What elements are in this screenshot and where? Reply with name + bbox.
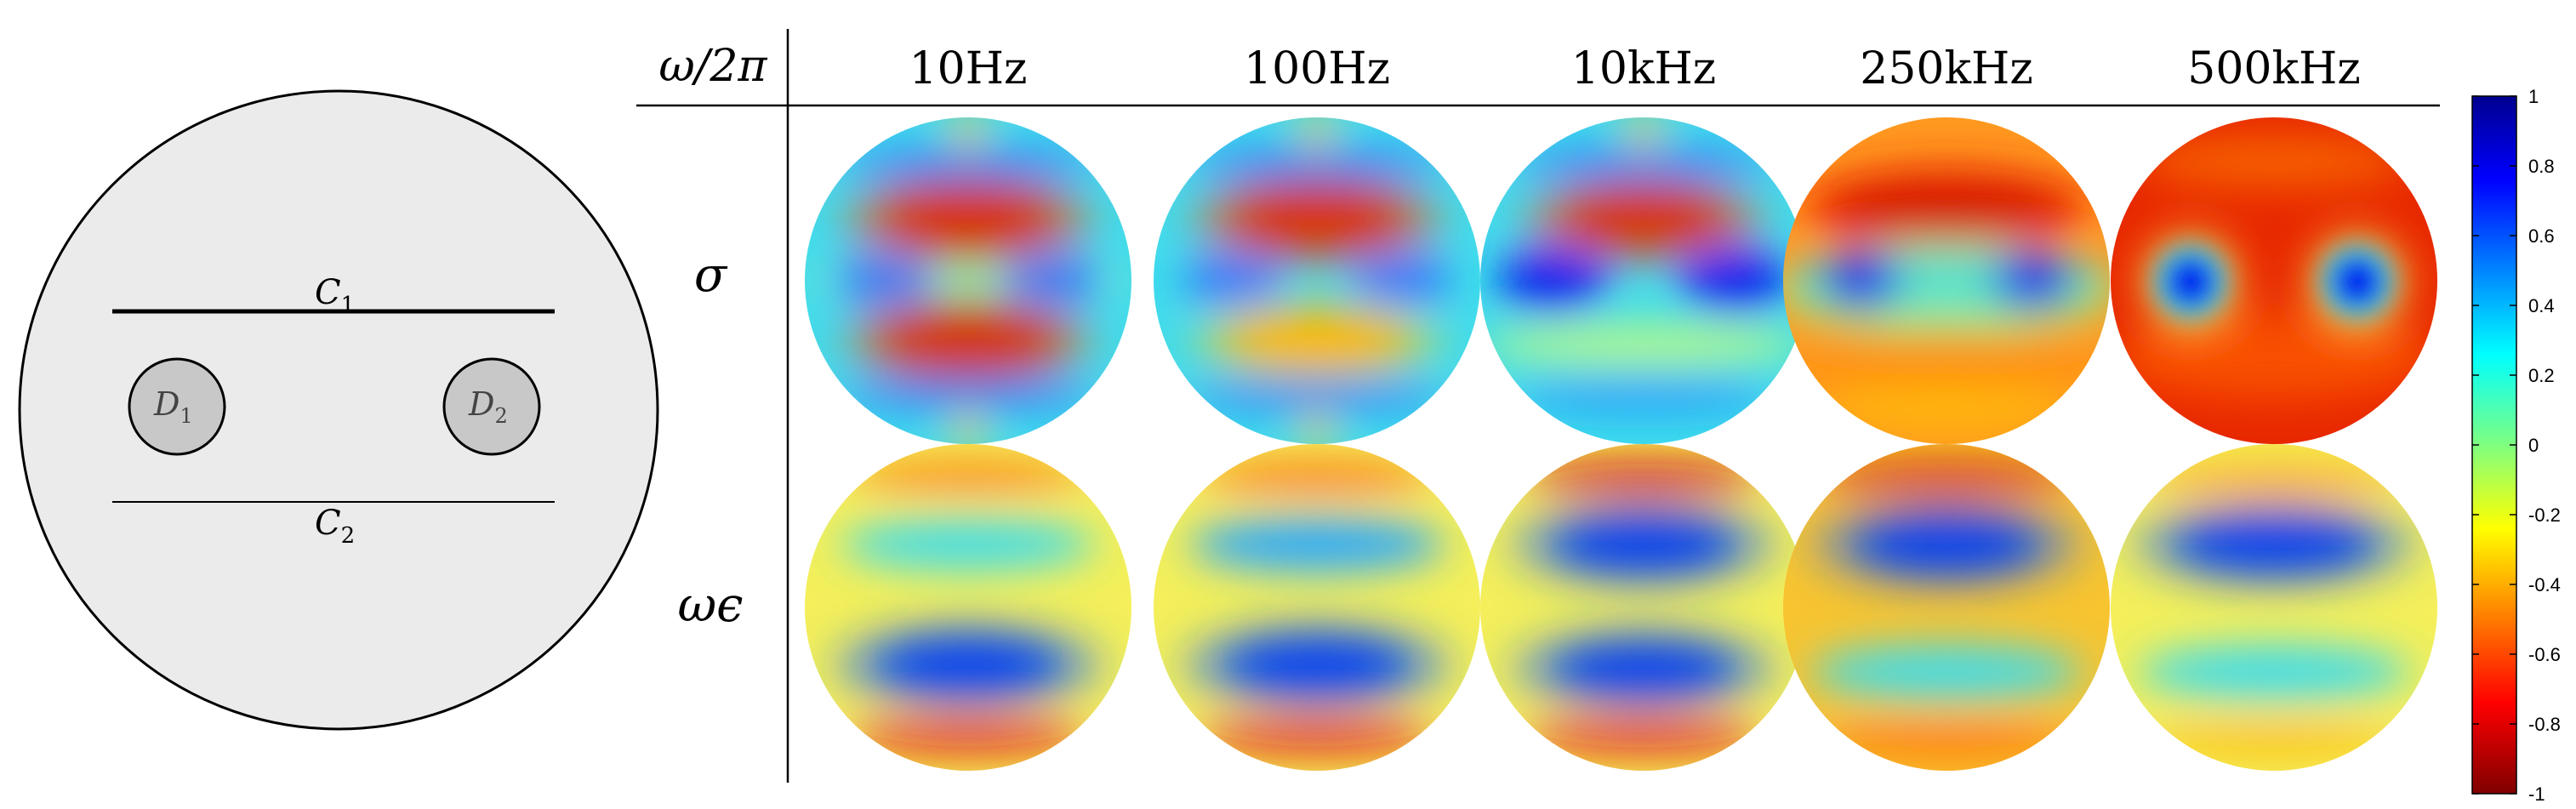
domain-disk — [18, 89, 659, 731]
reconstruction-omega-epsilon-100hz — [1154, 444, 1480, 771]
colorbar-tick-label: 0.8 — [2528, 156, 2555, 177]
reconstruction-sigma-10hz — [805, 117, 1131, 444]
col-header-250khz: 250kHz — [1860, 43, 2033, 94]
reconstruction-sigma-100hz — [1154, 117, 1480, 444]
reconstruction-omega-epsilon-10khz — [1480, 444, 1807, 771]
col-header-100hz: 100Hz — [1244, 43, 1390, 94]
header-frequency-label: ω/2π — [658, 41, 767, 92]
colorbar-tick-label: -0.4 — [2528, 574, 2561, 595]
colorbar-tick-label: -0.6 — [2528, 644, 2561, 665]
label-d2: D2 — [468, 385, 508, 428]
col-header-10hz: 10Hz — [909, 43, 1028, 94]
colorbar-ticks: 1 0.8 0.6 0.4 0.2 0 -0.2 -0.4 -0.6 -0.8 -1 — [2472, 86, 2561, 805]
inclusion-d2 — [442, 357, 541, 456]
reconstruction-omega-epsilon-500khz — [2111, 444, 2437, 771]
colorbar: 1 0.8 0.6 0.4 0.2 0 -0.2 -0.4 -0.6 -0.8 -1 — [2471, 86, 2561, 805]
colorbar-tick-label: 0.4 — [2528, 295, 2555, 316]
colorbar-tick-label: -0.2 — [2528, 504, 2561, 526]
colorbar-tick-label: 0.6 — [2528, 225, 2555, 247]
colorbar-tick-label: 0.2 — [2528, 365, 2555, 386]
inclusion-d1 — [128, 357, 226, 456]
schematic: C1 C2 D1 D2 — [18, 89, 659, 731]
row-header-sigma: σ — [694, 248, 728, 303]
colorbar-tick-label: 0 — [2528, 435, 2539, 456]
col-header-500khz: 500kHz — [2187, 43, 2361, 94]
reconstruction-sigma-10khz — [1480, 117, 1807, 444]
results-table: ω/2π 10Hz 100Hz 10kHz 250kHz 500kHz σ ωϵ — [636, 29, 2440, 783]
row-header-omega-epsilon: ωϵ — [677, 578, 743, 633]
reconstruction-sigma-250khz — [1783, 117, 2110, 444]
label-c2: C2 — [315, 504, 355, 549]
label-c1: C1 — [315, 273, 355, 318]
reconstruction-omega-epsilon-10hz — [805, 444, 1131, 771]
reconstruction-omega-epsilon-250khz — [1783, 444, 2110, 771]
col-header-10khz: 10kHz — [1571, 43, 1716, 94]
colorbar-tick-label: 1 — [2528, 86, 2539, 107]
reconstruction-sigma-500khz — [2111, 117, 2437, 444]
colorbar-tick-label: -0.8 — [2528, 714, 2561, 735]
colorbar-tick-label: -1 — [2528, 783, 2545, 805]
label-d1: D1 — [153, 385, 193, 428]
